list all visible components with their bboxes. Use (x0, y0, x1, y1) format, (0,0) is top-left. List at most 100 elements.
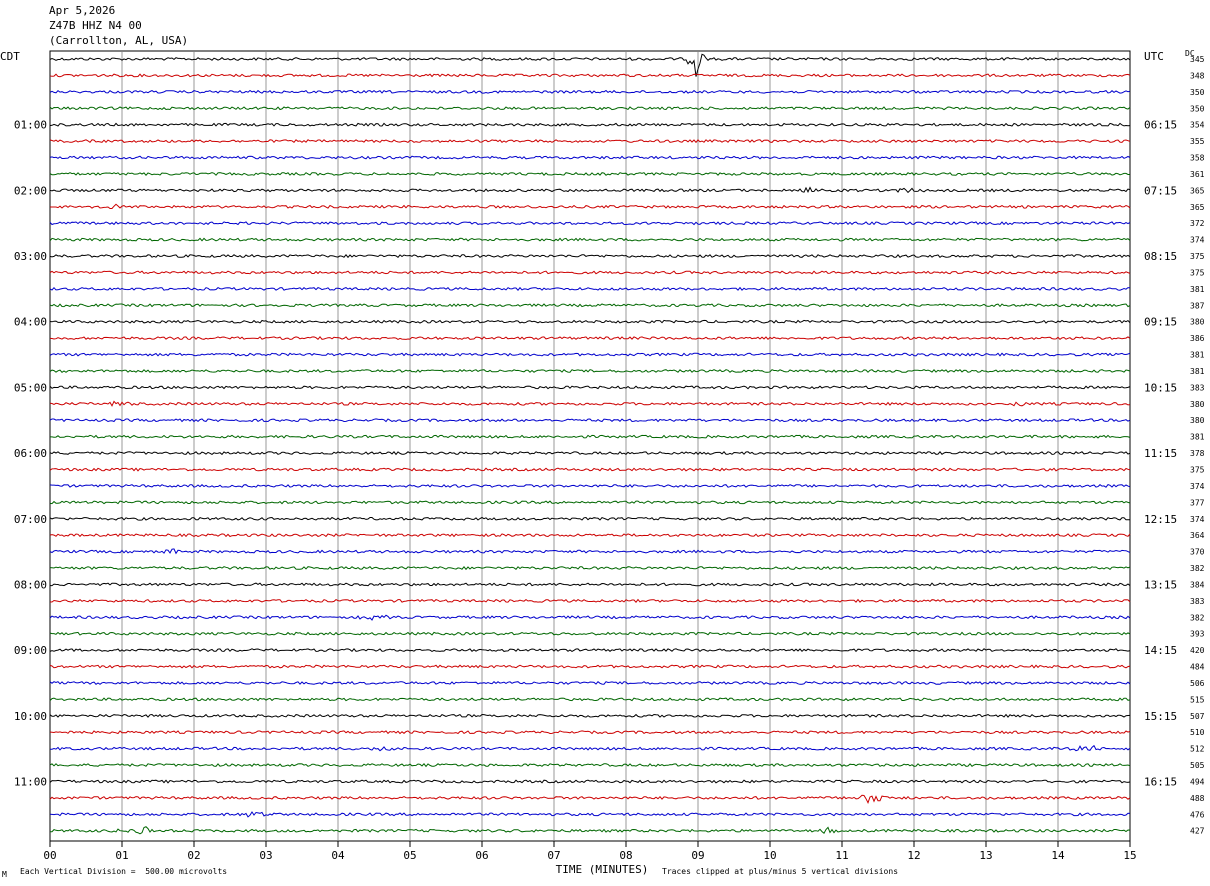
utc-hour-label: 16:15 (1144, 775, 1177, 788)
dc-offset-label: 381 (1190, 351, 1205, 360)
dc-offset-label: 348 (1190, 71, 1205, 80)
seismic-trace (49, 171, 1130, 176)
seismic-trace (49, 221, 1131, 226)
trace-group (49, 53, 1131, 835)
dc-offset-label: 512 (1190, 745, 1205, 754)
dc-offset-label: 358 (1190, 154, 1205, 163)
seismic-trace (49, 467, 1131, 472)
cdt-label: CDT (0, 50, 20, 63)
vertical-division-note: Each Vertical Division = 500.00 microvol… (20, 867, 228, 876)
seismic-trace (49, 237, 1131, 242)
dc-offset-label: 374 (1190, 236, 1205, 245)
utc-hour-label: 15:15 (1144, 710, 1177, 723)
seismic-trace (49, 335, 1131, 341)
x-tick-label: 03 (259, 849, 272, 862)
dc-offset-label: 375 (1190, 268, 1205, 277)
cdt-hour-label: 10:00 (14, 710, 47, 723)
dc-offset-label: 510 (1190, 728, 1205, 737)
seismic-trace (49, 614, 1131, 621)
dc-offset-label: 420 (1190, 646, 1205, 655)
seismic-trace (49, 106, 1131, 111)
dc-offset-label: 375 (1190, 466, 1205, 475)
dc-offset-label: 380 (1190, 416, 1205, 425)
seismic-trace (49, 89, 1131, 94)
dc-offset-label: 382 (1190, 613, 1205, 622)
utc-hour-label: 14:15 (1144, 644, 1177, 657)
seismic-trace (49, 483, 1131, 488)
clip-note: Traces clipped at plus/minus 5 vertical … (662, 867, 899, 876)
x-tick-label: 06 (475, 849, 488, 862)
x-tick-label: 01 (115, 849, 128, 862)
utc-hour-label: 09:15 (1144, 316, 1177, 329)
dc-offset-label: 370 (1190, 548, 1205, 557)
cdt-hour-label: 08:00 (14, 578, 47, 591)
cdt-hour-label: 11:00 (14, 775, 47, 788)
dc-offset-label: 350 (1190, 88, 1205, 97)
dc-offset-label: 372 (1190, 219, 1205, 228)
seismic-trace (49, 566, 1131, 571)
dc-offset-label: 381 (1190, 285, 1205, 294)
seismic-trace (49, 500, 1131, 505)
seismic-trace (49, 418, 1131, 423)
dc-offset-label: 381 (1190, 433, 1205, 442)
seismic-trace (49, 697, 1131, 702)
date-label: Apr 5,2026 (49, 4, 116, 17)
seismic-trace (49, 352, 1131, 357)
seismic-trace (49, 516, 1130, 521)
cdt-hour-label: 02:00 (14, 184, 47, 197)
dc-offset-label: 364 (1190, 531, 1205, 540)
x-tick-label: 04 (331, 849, 345, 862)
seismic-trace (49, 730, 1131, 735)
dc-offset-label: 378 (1190, 449, 1205, 458)
dc-offset-label: 380 (1190, 400, 1205, 409)
utc-hour-label: 12:15 (1144, 513, 1177, 526)
dc-label: DC (1185, 49, 1195, 58)
x-tick-label: 09 (691, 849, 704, 862)
seismic-trace (49, 368, 1131, 373)
seismic-trace (49, 631, 1131, 636)
dc-offset-label: 393 (1190, 630, 1205, 639)
dc-offset-label: 515 (1190, 695, 1205, 704)
seismic-trace (49, 286, 1131, 291)
dc-offset-label: 355 (1190, 137, 1205, 146)
cdt-hour-label: 07:00 (14, 513, 47, 526)
seismic-trace (50, 434, 1131, 439)
dc-offset-label: 427 (1190, 827, 1205, 836)
utc-label: UTC (1144, 50, 1164, 63)
seismic-trace (49, 53, 1131, 77)
x-tick-label: 02 (187, 849, 200, 862)
seismic-trace (49, 451, 1131, 456)
x-tick-label: 10 (763, 849, 776, 862)
cdt-hour-label: 03:00 (14, 250, 47, 263)
dc-offset-label: 365 (1190, 203, 1205, 212)
station-label: Z47B HHZ N4 00 (49, 19, 142, 32)
seismic-trace (49, 122, 1131, 127)
seismic-trace (49, 385, 1131, 390)
time-label-group: 01:00 02:00 03:00 04:00 05:00 06:00 07:00 08:00… (14, 119, 1177, 789)
cdt-hour-label: 06:00 (14, 447, 47, 460)
x-tick-label: 12 (907, 849, 920, 862)
corner-mark: M (2, 870, 7, 879)
dc-offset-label: 476 (1190, 810, 1205, 819)
dc-offset-label: 345 (1190, 55, 1205, 64)
utc-hour-label: 10:15 (1144, 381, 1177, 394)
dc-offset-label: 350 (1190, 104, 1205, 113)
plot-grid (49, 50, 1131, 842)
seismic-trace (49, 811, 1131, 818)
seismic-trace (49, 270, 1131, 275)
dc-offset-label: 354 (1190, 121, 1205, 130)
plot-frame (49, 50, 1131, 842)
utc-hour-label: 11:15 (1144, 447, 1177, 460)
dc-offset-label: 382 (1190, 564, 1205, 573)
dc-offset-label: 506 (1190, 679, 1205, 688)
dc-offset-label: 384 (1190, 580, 1205, 589)
dc-offset-label: 381 (1190, 367, 1205, 376)
x-tick-label: 13 (979, 849, 992, 862)
cdt-hour-label: 05:00 (14, 381, 47, 394)
seismic-trace (50, 744, 1131, 752)
seismic-trace (50, 826, 1131, 835)
dc-offset-label: 383 (1190, 597, 1205, 606)
dc-offset-label: 484 (1190, 663, 1205, 672)
dc-offset-label: 374 (1190, 482, 1205, 491)
